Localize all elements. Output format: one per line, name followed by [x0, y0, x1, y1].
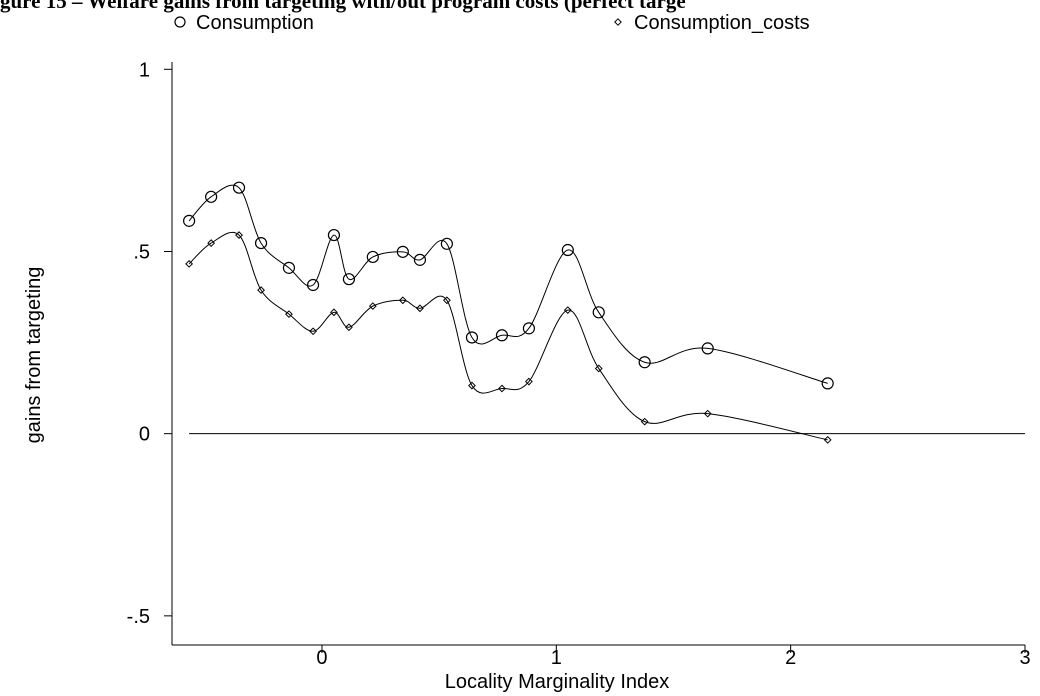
point [396, 245, 409, 258]
point [232, 181, 246, 194]
point [468, 381, 476, 390]
point [823, 435, 832, 444]
point [205, 190, 218, 203]
point [183, 214, 196, 227]
point [366, 250, 379, 264]
legend-symbol [174, 16, 186, 28]
point [309, 327, 317, 336]
point [413, 253, 427, 266]
point [640, 417, 649, 426]
point [185, 259, 194, 268]
x-axis-label: Locality Marginality Index [445, 671, 670, 693]
y-tick-label: 0 [139, 424, 150, 446]
point [368, 302, 377, 311]
point [416, 304, 424, 313]
point [330, 308, 338, 317]
y-axis-label: gains from targeting [23, 267, 45, 444]
point [465, 331, 479, 344]
legend-label: Consumption [196, 12, 314, 34]
legend-symbol [614, 18, 622, 26]
line [188, 231, 828, 441]
point [306, 278, 320, 292]
point [495, 329, 509, 342]
point [327, 228, 341, 242]
point [594, 364, 603, 373]
y-tick-label: .5 [133, 241, 150, 263]
y-tick-label: -.5 [127, 606, 150, 628]
point [235, 231, 243, 239]
point [592, 306, 605, 319]
point [498, 384, 506, 393]
point [522, 322, 536, 335]
x-tick-label: 0 [316, 647, 327, 669]
point [207, 239, 216, 248]
legend-label: Consumption_costs [634, 12, 810, 34]
point [703, 409, 712, 418]
point [524, 377, 533, 386]
point [285, 310, 293, 319]
point [821, 377, 834, 390]
point [638, 356, 651, 369]
point [257, 286, 265, 295]
x-tick-label: 1 [551, 647, 562, 669]
point [442, 296, 451, 305]
x-tick-label: 2 [785, 647, 796, 669]
chart-title: gure 15 – Welfare gains from targeting w… [0, 0, 686, 13]
point [563, 306, 572, 315]
point [701, 342, 714, 355]
point [561, 243, 574, 257]
point [398, 296, 407, 305]
x-tick-label: 3 [1019, 647, 1030, 669]
point [254, 236, 268, 250]
line [188, 184, 828, 384]
point [342, 273, 356, 286]
y-tick-label: 1 [139, 59, 150, 81]
point [440, 237, 453, 250]
point [282, 261, 296, 274]
point [345, 323, 353, 332]
